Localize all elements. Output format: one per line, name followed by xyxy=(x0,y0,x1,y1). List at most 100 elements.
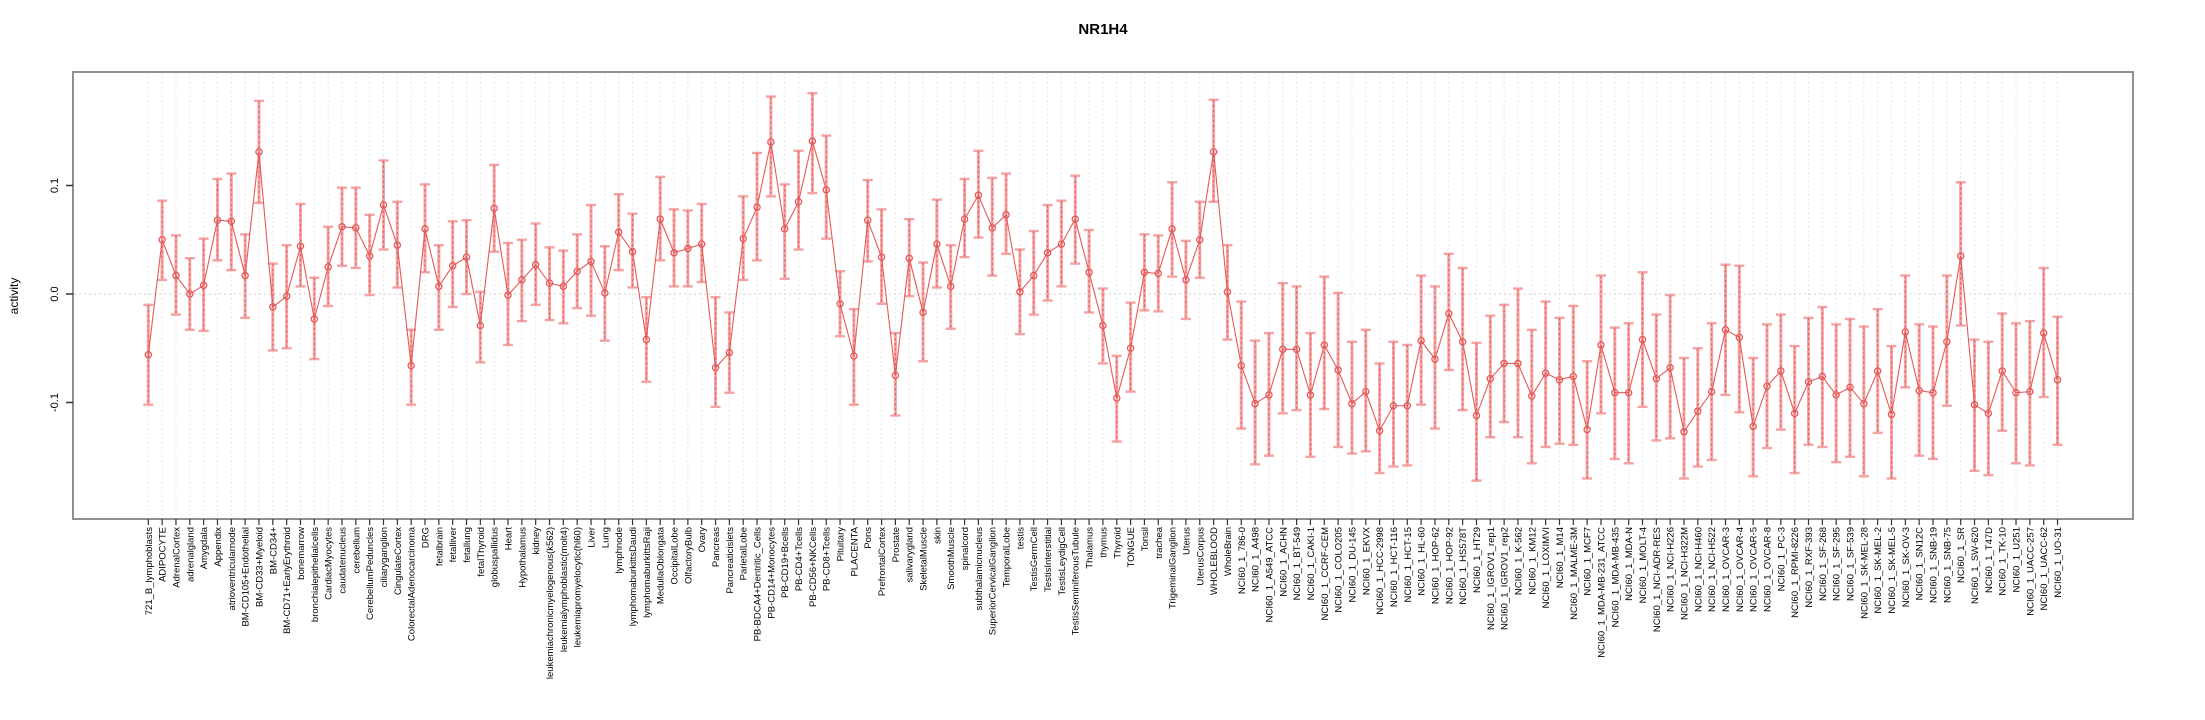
data-point xyxy=(1569,372,1578,381)
data-point xyxy=(227,217,236,226)
data-point xyxy=(518,276,526,284)
x-tick-label: BM-CD71+EarlyErythroid xyxy=(282,527,293,634)
data-point xyxy=(1486,374,1495,383)
x-tick-label: WholeBrain xyxy=(1223,527,1234,576)
data-point xyxy=(172,271,180,280)
data-point xyxy=(794,198,803,206)
data-point xyxy=(338,222,346,231)
x-tick-label: PB-BDCA4+Dentritic_Cells xyxy=(753,527,764,642)
error-bar xyxy=(1858,325,1869,478)
error-bar xyxy=(295,202,306,288)
data-point xyxy=(711,364,720,372)
error-bar xyxy=(1388,340,1399,468)
error-bar xyxy=(2024,319,2035,467)
y-tick-label: -0.1 xyxy=(49,393,61,412)
x-tick-label: NCI60_1_UACC-257 xyxy=(2025,527,2036,616)
x-tick-label: NCI60_1_CAKI-1 xyxy=(1306,527,1317,600)
x-tick-label: globuspallidus xyxy=(490,527,501,587)
y-axis: 0.1 0.0 -0.1 xyxy=(49,178,73,412)
data-point xyxy=(282,292,291,300)
error-bar xyxy=(1582,360,1593,480)
data-point xyxy=(213,216,222,224)
data-point xyxy=(1749,422,1757,431)
data-point xyxy=(310,315,319,323)
x-tick-label: fetalbrain xyxy=(434,527,445,566)
x-tick-label: Prostate xyxy=(891,527,902,562)
data-point xyxy=(2026,387,2034,396)
x-tick-label: Pancreaticislets xyxy=(725,527,736,594)
data-point xyxy=(891,371,900,380)
data-point xyxy=(1445,309,1453,318)
data-point xyxy=(697,240,706,248)
data-point xyxy=(462,253,471,261)
data-point xyxy=(1362,387,1370,396)
x-tick-label: Thyroid xyxy=(1112,527,1123,559)
x-tick-label: ColorectalAdenocarcinoma xyxy=(407,526,418,641)
x-tick-label: TONGUE xyxy=(1126,527,1137,567)
data-point xyxy=(1541,369,1550,377)
x-tick-label: NCI60_1_IGROV1_rep2 xyxy=(1500,527,1511,630)
data-point xyxy=(393,241,402,249)
error-bar xyxy=(1360,328,1371,453)
data-points xyxy=(144,137,2062,436)
x-tick-label: ciliaryganglion xyxy=(379,527,390,587)
x-tick-label: salivarygland xyxy=(905,527,916,582)
data-point xyxy=(573,267,581,275)
data-point xyxy=(1666,364,1674,372)
data-point xyxy=(2053,375,2062,384)
x-tick-label: NCI60_1_NCI-H522 xyxy=(1707,527,1718,612)
x-tick-label: trachea xyxy=(1154,526,1165,558)
x-tick-label: NCI60_1_MDA-MB-435 xyxy=(1610,527,1621,627)
x-tick-label: Tonsil xyxy=(1140,527,1151,551)
x-tick-label: NCI60_1_M14 xyxy=(1555,527,1566,588)
data-point xyxy=(1085,268,1093,277)
data-point xyxy=(379,201,388,209)
x-tick-label: Pons xyxy=(863,527,874,549)
x-tick-label: NCI60_1_SK-MEL-2 xyxy=(1873,527,1884,614)
error-bar xyxy=(904,217,915,298)
data-point xyxy=(448,262,457,270)
data-point xyxy=(421,225,429,233)
error-bar xyxy=(1983,340,1994,477)
error-bar xyxy=(1900,274,1911,389)
x-tick-label: PLACENTA xyxy=(849,526,860,576)
x-tick-label: Ovary xyxy=(697,527,708,553)
gridlines xyxy=(74,73,2132,518)
data-point xyxy=(1099,321,1107,330)
x-tick-label: bronchialepithelialcells xyxy=(310,527,321,622)
x-tick-label: MedullaOblongata xyxy=(656,526,667,604)
x-tick-label: NCI60_1_K-562 xyxy=(1513,527,1524,595)
x-tick-label: NCI60_1_RPMI-8226 xyxy=(1790,527,1801,618)
x-tick-label: 721_B_lymphoblasts xyxy=(144,527,155,615)
x-tick-label: lymphomaburkittsDaudi xyxy=(628,527,639,626)
data-point xyxy=(1528,392,1536,400)
data-line xyxy=(147,140,2059,434)
data-point xyxy=(1721,326,1730,334)
data-point xyxy=(1223,288,1232,296)
x-tick-label: NCI60_1_786-0 xyxy=(1237,527,1248,594)
error-bar xyxy=(1554,316,1565,445)
error-bar xyxy=(1955,181,1966,327)
error-bar xyxy=(2052,315,2063,447)
error-bar xyxy=(1277,281,1288,415)
x-tick-label: AdrenalCortex xyxy=(171,527,182,588)
data-point xyxy=(1126,344,1135,352)
data-point xyxy=(1057,240,1066,248)
error-bar xyxy=(710,296,721,409)
error-bar xyxy=(1291,285,1302,412)
x-tick-label: PrefrontalCortex xyxy=(877,527,888,596)
data-point xyxy=(1597,341,1605,349)
x-tick-label: NCI60_1_PC-3 xyxy=(1776,527,1787,591)
error-bar xyxy=(586,203,597,317)
data-point xyxy=(1707,387,1716,396)
data-point xyxy=(1458,337,1467,346)
data-point xyxy=(739,234,747,243)
x-tick-label: NCI60_1_ACHN xyxy=(1278,527,1289,597)
data-point xyxy=(1514,359,1522,368)
data-point xyxy=(476,321,485,330)
x-tick-label: NCI60_1_OVCAR-3 xyxy=(1721,527,1732,612)
x-tick-label: NCI60_1_BT-549 xyxy=(1292,527,1303,600)
data-point xyxy=(504,291,512,299)
x-tick-label: Liver xyxy=(587,527,598,548)
error-bar xyxy=(765,95,776,198)
